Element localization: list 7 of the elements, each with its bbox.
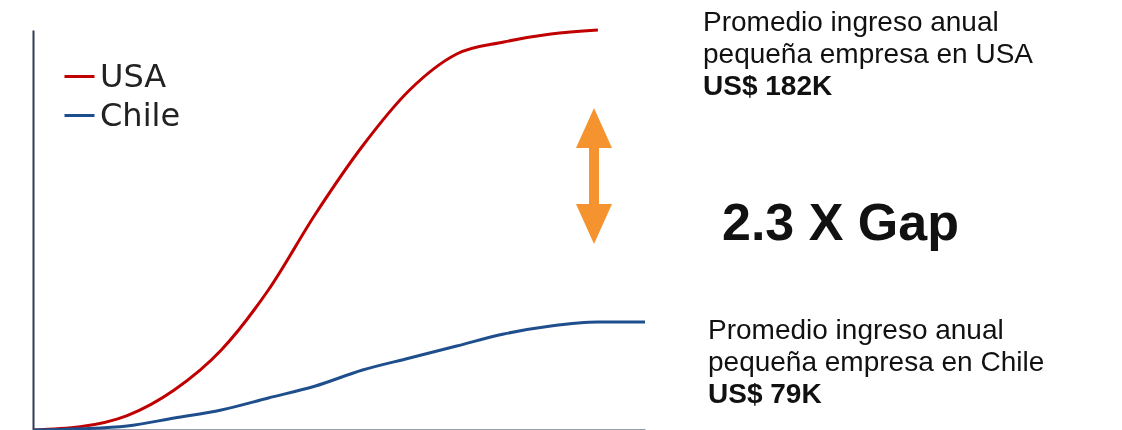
text: Promedio ingreso anual pequeña empresa en USA	[703, 6, 1033, 69]
text: US$ 79K	[708, 378, 823, 410]
text: US$ 182K	[703, 70, 834, 102]
legend-label: USA	[100, 56, 167, 95]
legend-label: Chile	[100, 95, 181, 134]
text: Promedio ingreso anual pequeña empresa en Chile	[708, 314, 1045, 377]
text: 2.3 X Gap	[722, 192, 959, 252]
